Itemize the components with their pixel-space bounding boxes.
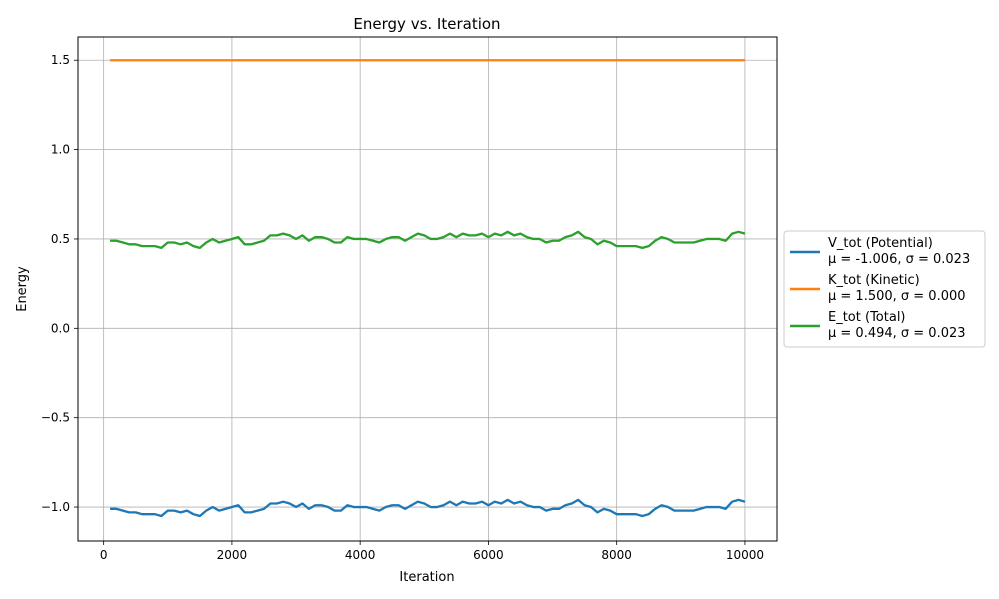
y-tick-label: −1.0 [41, 500, 70, 514]
legend-label-potential: V_tot (Potential) [828, 236, 933, 251]
legend-stats-kinetic: μ = 1.500, σ = 0.000 [828, 289, 966, 304]
y-tick-label: −0.5 [41, 411, 70, 425]
x-tick-label: 10000 [726, 548, 764, 562]
y-axis-label: Energy [15, 266, 30, 312]
legend-stats-total: μ = 0.494, σ = 0.023 [828, 326, 966, 341]
y-tick-label: 0.5 [51, 232, 70, 246]
y-tick-label: 1.5 [51, 53, 70, 67]
series-layer [110, 59, 746, 518]
x-tick-label: 0 [100, 548, 108, 562]
x-axis-label: Iteration [399, 570, 454, 585]
legend-stats-potential: μ = -1.006, σ = 0.023 [828, 252, 970, 267]
legend-frame [783, 230, 986, 348]
legend: V_tot (Potential) μ = -1.006, σ = 0.023 … [783, 230, 986, 348]
x-tick-label: 2000 [217, 548, 248, 562]
plot-area-frame [77, 36, 778, 542]
chart-title: Energy vs. Iteration [353, 15, 500, 33]
y-tick-label: 1.0 [51, 143, 70, 157]
x-tick-label: 8000 [601, 548, 632, 562]
x-tick-label: 4000 [345, 548, 376, 562]
series-line-potential [110, 498, 746, 518]
axis-ticks: 0 2000 4000 6000 8000 10000 −1.0 −0.5 0.0 0.5 1.0 1… [41, 53, 764, 562]
y-tick-label: 0.0 [51, 321, 70, 335]
x-tick-label: 6000 [473, 548, 504, 562]
series-line-total [110, 230, 746, 250]
legend-label-total: E_tot (Total) [828, 310, 906, 325]
legend-label-kinetic: K_tot (Kinetic) [828, 273, 920, 288]
